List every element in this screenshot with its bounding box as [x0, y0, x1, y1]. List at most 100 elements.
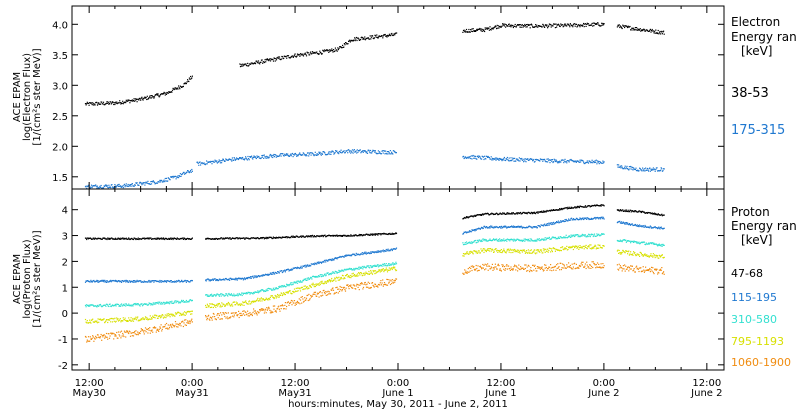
- data-point: [293, 55, 295, 57]
- data-point: [260, 298, 262, 300]
- data-point: [501, 25, 503, 27]
- data-point: [119, 305, 121, 307]
- data-point: [299, 290, 302, 292]
- data-point: [128, 332, 130, 335]
- data-point: [156, 302, 159, 304]
- data-point: [650, 242, 652, 244]
- data-point: [587, 245, 590, 247]
- data-point: [96, 185, 99, 187]
- data-point: [143, 281, 145, 283]
- data-point: [638, 170, 640, 172]
- data-point: [185, 313, 187, 315]
- data-point: [309, 236, 311, 238]
- data-point: [532, 227, 534, 229]
- data-point: [580, 161, 582, 163]
- data-point: [380, 234, 382, 236]
- data-point: [105, 281, 108, 283]
- data-point: [652, 243, 654, 245]
- data-point: [514, 251, 516, 253]
- data-point: [190, 78, 192, 80]
- data-point: [125, 237, 127, 239]
- data-point: [320, 262, 323, 264]
- data-point: [490, 250, 492, 252]
- data-point: [102, 336, 104, 338]
- data-point: [298, 54, 300, 56]
- data-point: [497, 239, 499, 241]
- data-point: [557, 161, 559, 163]
- data-point: [125, 305, 127, 307]
- data-point: [382, 150, 384, 152]
- data-point: [106, 184, 108, 187]
- data-point: [653, 242, 655, 244]
- data-point: [578, 24, 580, 26]
- data-point: [111, 237, 113, 239]
- data-point: [322, 235, 324, 237]
- data-point: [99, 237, 102, 240]
- data-point: [391, 232, 393, 234]
- data-point: [476, 28, 478, 30]
- data-point: [551, 159, 553, 161]
- data-point: [576, 26, 578, 28]
- data-point: [474, 157, 476, 159]
- data-point: [581, 218, 583, 220]
- data-point: [618, 240, 620, 242]
- data-point: [511, 213, 513, 215]
- data-point: [519, 160, 521, 162]
- data-point: [636, 242, 638, 244]
- data-point: [341, 151, 343, 154]
- data-point: [363, 37, 365, 39]
- data-point: [294, 152, 297, 155]
- data-point: [365, 253, 368, 255]
- data-point: [256, 60, 258, 62]
- data-point: [369, 234, 371, 236]
- data-point: [640, 211, 642, 214]
- data-point: [526, 252, 528, 254]
- data-point: [385, 265, 387, 267]
- data-point: [601, 162, 603, 164]
- data-point: [134, 184, 136, 186]
- data-point: [96, 322, 99, 324]
- data-point: [631, 253, 633, 255]
- data-point: [386, 265, 389, 267]
- data-point: [574, 235, 576, 237]
- data-point: [185, 281, 187, 283]
- data-point: [314, 285, 317, 288]
- data-point: [585, 217, 587, 219]
- data-point: [308, 265, 310, 267]
- data-point: [566, 245, 568, 247]
- data-point: [98, 318, 100, 321]
- data-point: [642, 169, 644, 171]
- data-point: [523, 238, 525, 240]
- data-point: [224, 305, 226, 307]
- data-point: [322, 275, 324, 277]
- data-point: [168, 301, 170, 303]
- data-point: [586, 248, 588, 250]
- data-point: [557, 220, 559, 222]
- data-point: [145, 96, 147, 99]
- data-point: [353, 235, 356, 237]
- data-point: [86, 304, 88, 306]
- data-point: [643, 226, 645, 228]
- data-point: [584, 205, 586, 207]
- data-point: [236, 237, 238, 239]
- data-point: [656, 227, 658, 229]
- data-point: [354, 40, 356, 42]
- data-point: [155, 182, 157, 184]
- data-point: [509, 226, 511, 228]
- data-point: [595, 235, 597, 237]
- data-point: [563, 220, 565, 223]
- y-tick-label: 3.5: [52, 51, 68, 62]
- data-point: [560, 23, 562, 25]
- data-point: [470, 30, 472, 32]
- data-point: [244, 277, 246, 279]
- data-point: [602, 22, 604, 25]
- data-point: [283, 57, 285, 59]
- data-point: [487, 156, 489, 158]
- data-point: [206, 163, 208, 165]
- data-point: [305, 288, 307, 290]
- data-point: [335, 271, 338, 273]
- data-point: [101, 305, 103, 308]
- data-point: [263, 61, 266, 64]
- data-point: [304, 236, 306, 238]
- data-point: [283, 292, 285, 295]
